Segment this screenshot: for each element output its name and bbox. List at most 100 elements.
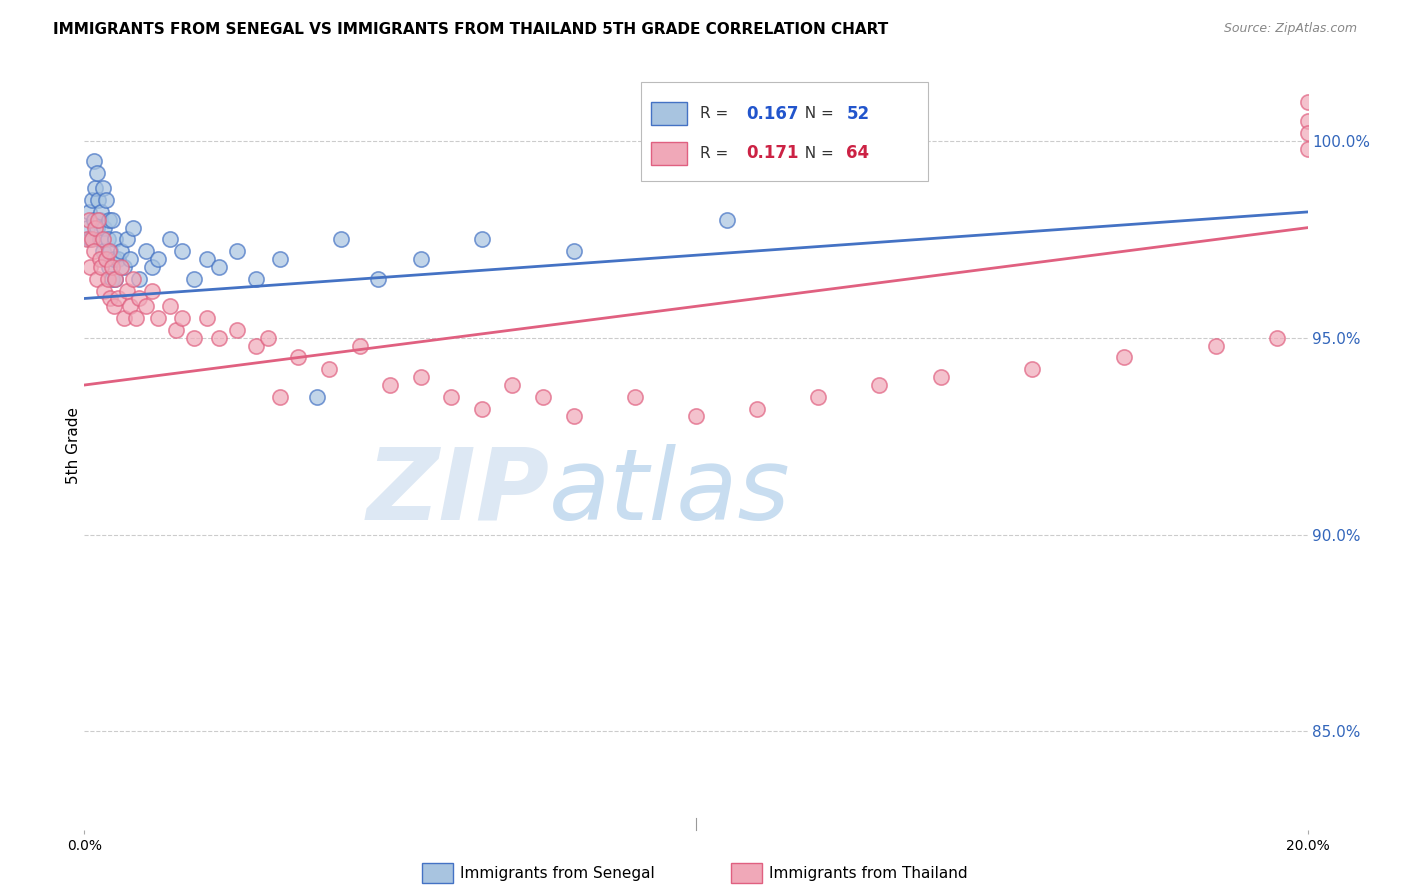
Text: Immigrants from Thailand: Immigrants from Thailand [769,866,967,880]
Point [1296,142,1319,156]
Point [685,409,707,424]
Point [172,311,194,326]
Point [409,252,432,267]
Point [110,260,132,274]
Point [1296,114,1319,128]
Point [869,378,891,392]
Point [104,232,127,246]
Point [125,311,148,326]
Point [245,339,267,353]
Text: ZIP: ZIP [366,443,550,541]
Point [93,220,115,235]
Point [80,193,103,207]
Point [440,390,463,404]
Point [141,284,163,298]
Point [86,165,108,179]
Point [1021,362,1043,376]
Text: R =: R = [700,146,733,161]
Point [195,252,218,267]
Text: 64: 64 [846,145,869,162]
Point [101,212,124,227]
Point [330,232,353,246]
Point [146,311,169,326]
Point [98,244,121,259]
Point [76,232,98,246]
Point [115,232,138,246]
Point [349,339,371,353]
Point [86,220,108,235]
Point [208,260,231,274]
Point [97,260,120,274]
Point [531,390,554,404]
Point [93,284,115,298]
Point [471,401,494,416]
Y-axis label: 5th Grade: 5th Grade [66,408,80,484]
Point [83,244,105,259]
Point [110,244,132,259]
Point [101,272,124,286]
Point [146,252,169,267]
Text: 0.171: 0.171 [747,145,799,162]
Point [107,292,129,306]
Point [1296,95,1319,109]
Point [502,378,524,392]
Point [79,232,101,246]
Point [80,232,103,246]
Point [128,292,150,306]
Point [83,212,105,227]
Point [115,284,138,298]
Point [87,212,110,227]
Text: R =: R = [700,106,733,121]
Point [624,390,647,404]
Point [287,351,309,365]
Point [120,252,142,267]
Point [103,252,125,267]
Point [135,299,157,313]
Point [97,232,120,246]
Point [89,252,111,267]
Point [929,370,952,384]
Text: atlas: atlas [550,443,790,541]
Point [141,260,163,274]
Point [183,272,205,286]
Point [101,260,124,274]
Point [77,212,100,227]
Point [76,220,98,235]
FancyBboxPatch shape [641,81,928,181]
Point [91,244,114,259]
Point [79,260,101,274]
Point [83,153,105,168]
Point [226,244,249,259]
Text: IMMIGRANTS FROM SENEGAL VS IMMIGRANTS FROM THAILAND 5TH GRADE CORRELATION CHART: IMMIGRANTS FROM SENEGAL VS IMMIGRANTS FR… [53,22,889,37]
Point [90,205,112,219]
Point [97,272,120,286]
Point [1296,126,1319,140]
Point [165,323,187,337]
Point [471,232,494,246]
Point [94,252,117,267]
Point [1114,351,1136,365]
Point [245,272,267,286]
Bar [651,142,688,165]
Point [103,299,125,313]
Point [120,299,142,313]
Point [107,252,129,267]
Point [97,212,120,227]
Point [159,232,181,246]
Text: Immigrants from Senegal: Immigrants from Senegal [460,866,655,880]
Point [87,193,110,207]
Point [807,390,830,404]
Point [257,331,280,345]
Point [226,323,249,337]
Point [98,292,121,306]
Point [97,244,120,259]
Point [183,331,205,345]
Point [77,205,100,219]
Point [112,311,135,326]
Point [128,272,150,286]
Point [1265,331,1288,345]
Point [122,272,145,286]
Text: N =: N = [794,106,838,121]
Point [91,232,114,246]
Point [367,272,389,286]
